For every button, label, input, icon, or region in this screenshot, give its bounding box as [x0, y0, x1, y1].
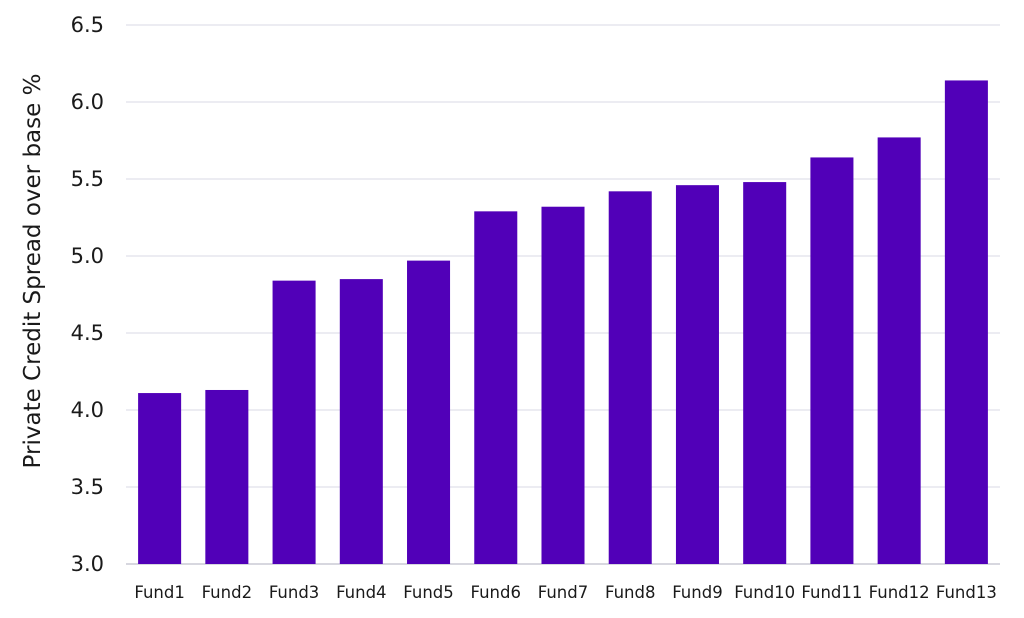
- y-tick-label: 4.0: [71, 398, 104, 422]
- x-tick-label: Fund6: [471, 583, 521, 602]
- y-tick-label: 6.0: [71, 90, 104, 114]
- y-tick-label: 6.5: [71, 13, 104, 37]
- bar-fund2: [205, 389, 249, 564]
- bars: [138, 80, 988, 565]
- x-tick-label: Fund9: [672, 583, 722, 602]
- x-tick-label: Fund2: [202, 583, 252, 602]
- bar-fund12: [877, 137, 921, 565]
- bar-fund11: [810, 157, 854, 564]
- bar-fund3: [272, 280, 316, 564]
- x-axis-ticks: Fund1 Fund2 Fund3 Fund4 Fund5 Fund6 Fund7 Fund8…: [134, 583, 997, 602]
- x-tick-label: Fund7: [538, 583, 588, 602]
- y-axis-label: Private Credit Spread over base %: [20, 74, 46, 469]
- x-tick-label: Fund1: [134, 583, 184, 602]
- bar-fund8: [608, 191, 652, 564]
- y-tick-label: 5.5: [71, 167, 104, 191]
- bar-fund9: [675, 185, 719, 564]
- bar-fund6: [474, 211, 518, 564]
- x-tick-label: Fund13: [936, 583, 997, 602]
- x-tick-label: Fund11: [801, 583, 862, 602]
- x-tick-label: Fund4: [336, 583, 386, 602]
- x-tick-label: Fund12: [869, 583, 930, 602]
- x-tick-label: Fund3: [269, 583, 319, 602]
- bar-fund13: [944, 80, 988, 564]
- bar-fund4: [339, 279, 383, 564]
- y-tick-label: 3.0: [71, 552, 104, 576]
- x-tick-label: Fund10: [734, 583, 795, 602]
- y-tick-label: 3.5: [71, 475, 104, 499]
- bar-fund7: [541, 206, 585, 564]
- x-tick-label: Fund5: [403, 583, 453, 602]
- bar-fund5: [407, 260, 451, 564]
- y-tick-label: 4.5: [71, 321, 104, 345]
- y-axis-ticks: 3.0 3.5 4.0 4.5 5.0 5.5 6.0 6.5: [71, 13, 104, 576]
- bar-fund10: [743, 182, 787, 564]
- x-tick-label: Fund8: [605, 583, 655, 602]
- y-tick-label: 5.0: [71, 244, 104, 268]
- bar-fund1: [138, 393, 182, 564]
